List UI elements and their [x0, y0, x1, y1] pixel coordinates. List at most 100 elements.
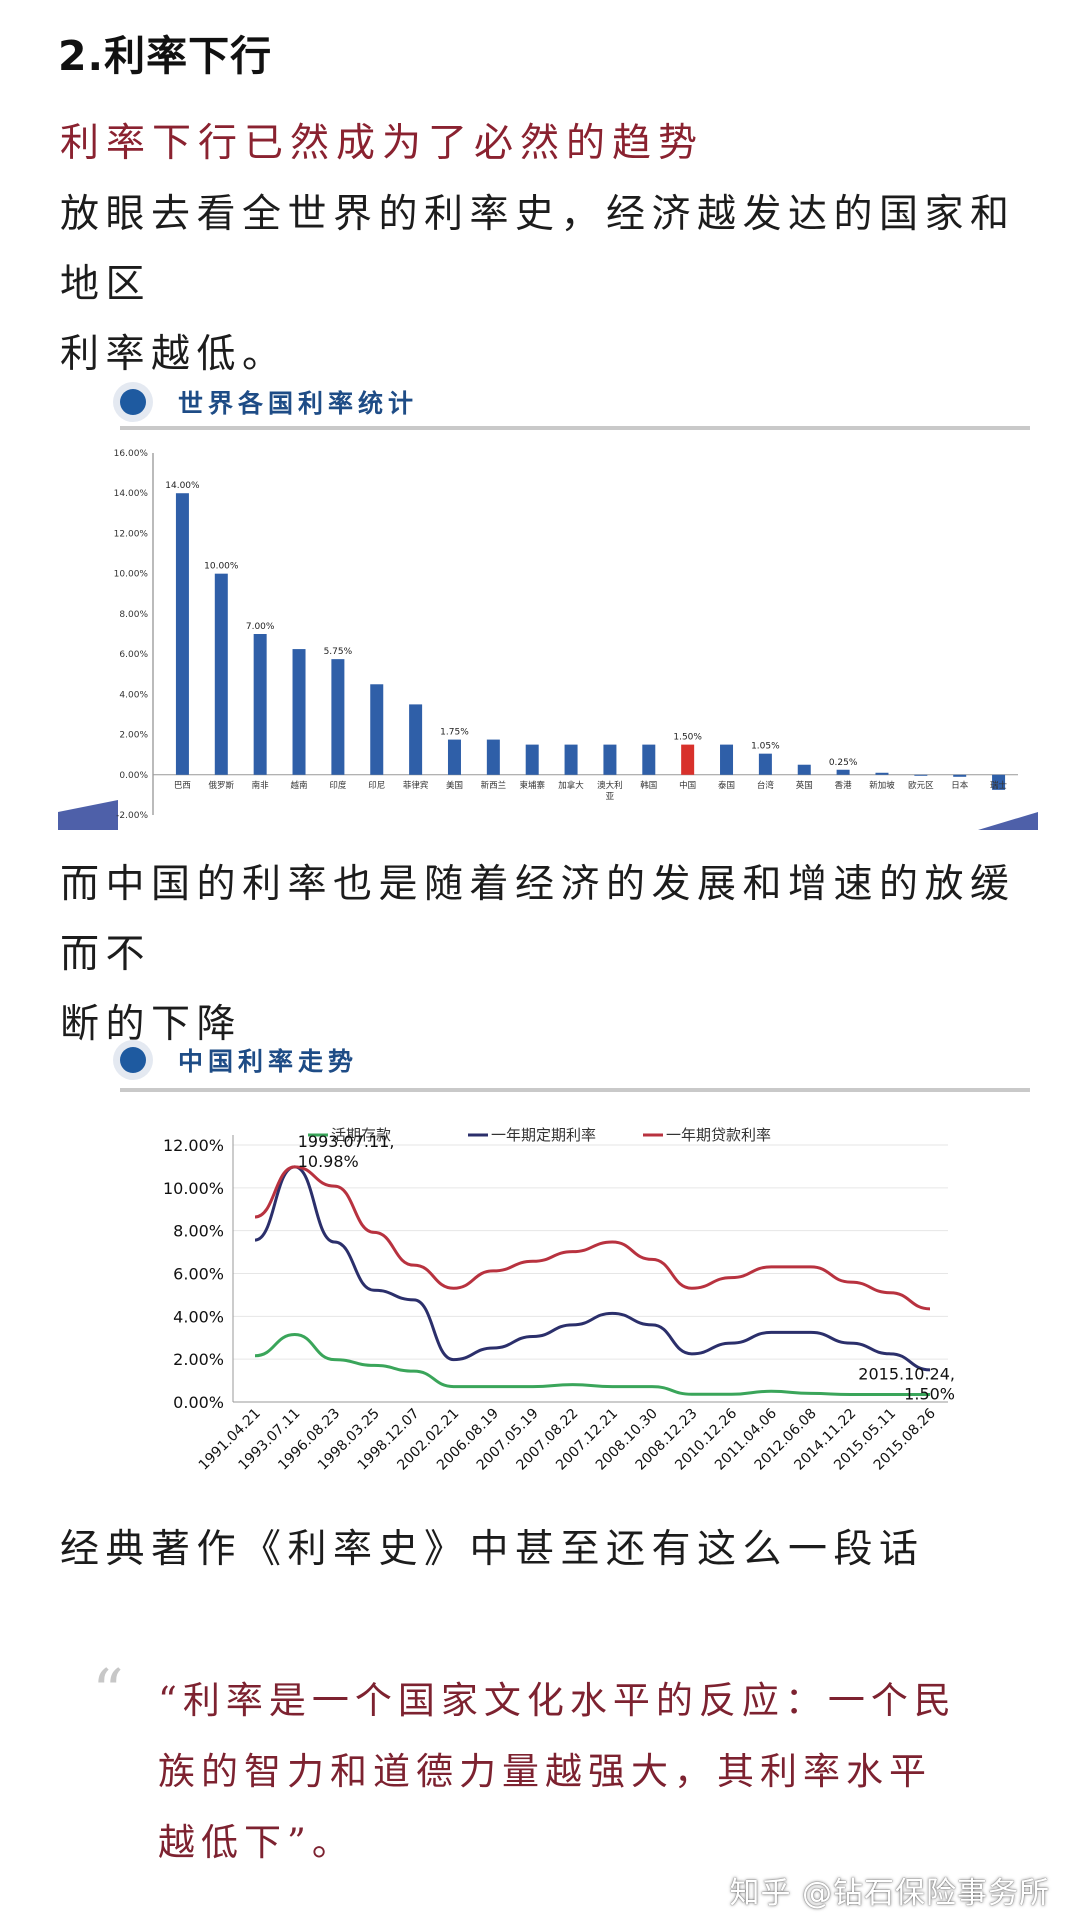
quote-line: “利率是一个国家文化水平的反应：一个民 [158, 1679, 957, 1722]
quote-line: 越低下”。 [158, 1821, 355, 1864]
y-tick-label: 6.00% [173, 1265, 224, 1284]
x-tick-label: 印尼 [368, 780, 385, 791]
quote-mark-icon: “ [92, 1655, 124, 1728]
legend-label: 活期存款 [331, 1126, 391, 1144]
bar [914, 774, 928, 776]
corner-decoration [58, 800, 118, 830]
bar [175, 493, 189, 775]
bar [292, 649, 306, 775]
y-tick-label: -2.00% [116, 811, 148, 821]
x-tick-label: 印度 [329, 780, 347, 791]
y-tick-label: 6.00% [119, 650, 148, 660]
x-tick-label: 南非 [252, 780, 270, 791]
china-rates-chart: 中国利率走势 活期存款 一年期定期利率 一年期贷款利率 12.00% 10.00% 8.0… [58, 1020, 1038, 1490]
bar [603, 744, 617, 775]
x-tick-label: 新加坡 [869, 780, 895, 791]
y-tick-label: 10.00% [163, 1179, 224, 1198]
y-tick-label: 10.00% [114, 570, 149, 580]
watermark: 知乎 @钻石保险事务所 [729, 1876, 1050, 1911]
x-tick-label: 英国 [796, 780, 813, 791]
bar [875, 772, 889, 775]
x-tick-label: 俄罗斯 [209, 780, 235, 791]
annotation-label: 2015.10.24, [858, 1365, 955, 1384]
paragraph-line: 而中国的利率也是随着经济的发展和增速的放缓而不 [60, 862, 1016, 977]
bar [447, 739, 461, 775]
x-tick-label: 瑞士 [990, 780, 1008, 791]
y-tick-label: 16.00% [114, 449, 149, 459]
x-tick-label: 泰国 [718, 780, 735, 791]
bullet-icon [120, 1047, 146, 1073]
world-rates-chart: 世界各国利率统计 16.00% 14.00% 12.00% 10.00% 8.00% 6.… [58, 360, 1038, 840]
y-tick-label: 2.00% [119, 731, 148, 741]
y-tick-label: 12.00% [114, 529, 149, 539]
legend-label: 一年期贷款利率 [666, 1126, 771, 1144]
x-tick-label: 韩国 [640, 780, 657, 791]
paragraph-intro: 放眼去看全世界的利率史，经济越发达的国家和地区 利率越低。 [60, 180, 1040, 390]
legend-label: 一年期定期利率 [491, 1126, 596, 1144]
paragraph-line: 断的下降 [60, 1002, 243, 1047]
bar [525, 744, 539, 775]
x-tick-label: 日本 [951, 780, 969, 791]
x-tick-label: 巴西 [174, 781, 191, 791]
data-label: 1.50% [673, 733, 702, 743]
x-tick-label: 香港 [835, 780, 853, 791]
paragraph-line: 放眼去看全世界的利率史，经济越发达的国家和地区 [60, 192, 1016, 307]
header-divider [120, 1088, 1030, 1092]
line-chart-title: 中国利率走势 [178, 1047, 359, 1076]
annotation-label: 10.98% [298, 1152, 359, 1171]
bar [214, 573, 228, 775]
annotation-label: 1.50% [904, 1385, 955, 1404]
chart-header: 世界各国利率统计 [120, 384, 418, 420]
x-tick-label: 亚 [606, 792, 615, 802]
header-divider [120, 426, 1030, 430]
bar [992, 774, 1006, 790]
data-label: 0.25% [829, 758, 858, 768]
paragraph-china: 而中国的利率也是随着经济的发展和增速的放缓而不 断的下降 [60, 850, 1040, 1060]
paragraph-quote-intro: 经典著作《利率史》中甚至还有这么一段话 [60, 1527, 925, 1572]
bar [370, 684, 384, 775]
paragraph-line: 利率越低。 [60, 332, 288, 377]
x-tick-label: 欧元区 [908, 780, 934, 791]
y-tick-label: 0.00% [173, 1393, 224, 1412]
x-tick-label: 越南 [291, 780, 308, 791]
y-tick-label: 0.00% [119, 771, 148, 781]
blockquote: “利率是一个国家文化水平的反应：一个民 族的智力和道德力量越强大，其利率水平 越… [158, 1590, 958, 1878]
annotation-label: 1993.07.11, [298, 1132, 395, 1151]
x-tick-label: 澳大利 [597, 780, 623, 791]
line-chart-plot: 活期存款 一年期定期利率 一年期贷款利率 12.00% 10.00% 8.00% 6.00%… [163, 1126, 955, 1474]
bar [836, 769, 850, 775]
x-tick-label: 柬埔寨 [519, 780, 545, 791]
y-tick-label: 2.00% [173, 1350, 224, 1369]
bar-chart-title: 世界各国利率统计 [178, 389, 419, 418]
bar [681, 744, 695, 775]
bar [953, 774, 967, 777]
bar [642, 744, 656, 775]
data-label: 5.75% [324, 647, 353, 657]
bar [331, 659, 345, 775]
x-tick-label: 新西兰 [481, 780, 507, 791]
y-tick-label: 8.00% [173, 1222, 224, 1241]
bar [409, 704, 423, 775]
series-line [254, 1333, 930, 1397]
bar [253, 634, 267, 775]
x-tick-label: 台湾 [757, 780, 775, 791]
bar [797, 764, 811, 775]
bar [564, 744, 578, 775]
data-label: 1.05% [751, 742, 780, 752]
x-tick-label: 菲律宾 [403, 780, 429, 791]
data-label: 14.00% [165, 481, 200, 491]
x-tick-label: 中国 [679, 780, 696, 791]
series-line [254, 1165, 931, 1372]
y-tick-label: 4.00% [119, 690, 148, 700]
quote-line: 族的智力和道德力量越强大，其利率水平 [158, 1750, 932, 1793]
bullet-icon [120, 389, 146, 415]
data-label: 7.00% [246, 622, 275, 632]
subheading: 利率下行已然成为了必然的趋势 [60, 121, 705, 166]
x-tick-label: 加拿大 [558, 780, 584, 791]
data-label: 10.00% [204, 562, 239, 572]
series-line [254, 1165, 931, 1311]
y-tick-label: 12.00% [163, 1136, 224, 1155]
y-tick-label: 8.00% [119, 610, 148, 620]
y-tick-label: 14.00% [114, 489, 149, 499]
chart-header: 中国利率走势 [120, 1042, 358, 1078]
